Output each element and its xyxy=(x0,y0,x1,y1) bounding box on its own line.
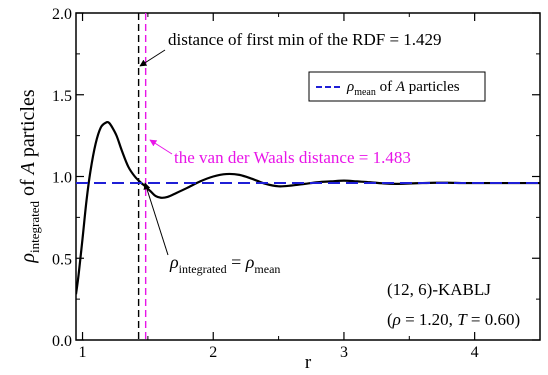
y-tick-label: 0.5 xyxy=(52,251,72,268)
y-axis-label: ρintegrated of A particles xyxy=(17,89,42,263)
legend: ρmean of A particles xyxy=(308,71,486,102)
y-tick-label: 1.5 xyxy=(52,88,72,105)
x-tick-label: 1 xyxy=(79,344,87,361)
legend-label: ρmean of A particles xyxy=(346,79,460,98)
y-tick-label: 1.0 xyxy=(52,170,72,187)
x-tick-label: 2 xyxy=(209,344,217,361)
first-min-arrow xyxy=(139,49,166,67)
conditions-label: (ρ = 1.20, T = 0.60) xyxy=(387,310,520,329)
y-axis-ticks: 0.0 0.5 1.0 1.5 2.0 xyxy=(52,6,540,350)
x-axis-label: r xyxy=(305,352,312,373)
y-tick-label: 0.0 xyxy=(52,333,72,350)
first-min-annotation: distance of first min of the RDF = 1.429 xyxy=(168,30,442,49)
y-tick-label: 2.0 xyxy=(52,6,72,23)
vdw-annotation: the van der Waals distance = 1.483 xyxy=(174,148,411,167)
system-label: (12, 6)-KABLJ xyxy=(387,280,491,299)
equality-annotation: ρintegrated = ρmean xyxy=(169,252,280,276)
equality-arrow xyxy=(143,182,169,256)
x-tick-label: 4 xyxy=(471,344,479,361)
vdw-arrow xyxy=(149,139,173,155)
x-axis-ticks: 1 2 3 4 xyxy=(79,13,479,361)
x-tick-label: 3 xyxy=(340,344,348,361)
